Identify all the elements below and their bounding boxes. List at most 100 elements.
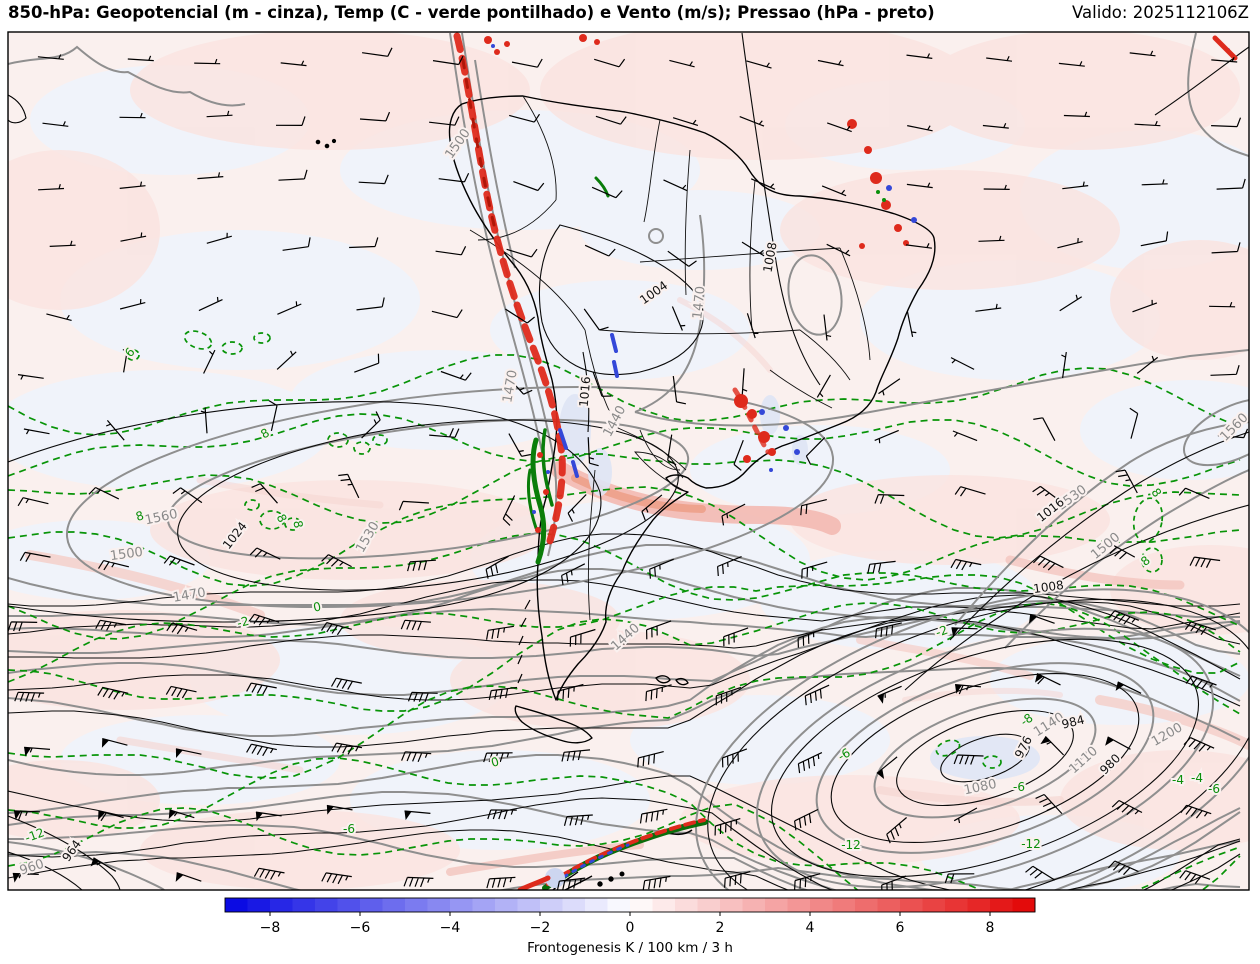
- wind-barb: [826, 243, 851, 257]
- wind-barb: [253, 867, 285, 880]
- pressure-label: 1016: [577, 376, 594, 408]
- wind-barb: [739, 116, 765, 127]
- wind-barb: [508, 433, 532, 457]
- temperature-label: -4: [1172, 773, 1184, 787]
- geopotential-contours-tropics: [8, 32, 1249, 649]
- wind-barb: [440, 370, 472, 381]
- wind-barb: [358, 174, 389, 185]
- colorbar-segment: [517, 898, 541, 912]
- wind-barb: [198, 296, 223, 312]
- wind-barb: [122, 346, 129, 373]
- wind-barb: [485, 555, 509, 579]
- colorbar-segment: [450, 898, 473, 912]
- temperature-contour: [8, 354, 1241, 436]
- wind-barb: [502, 495, 516, 526]
- colorbar-segment: [607, 898, 631, 912]
- map-frame: [7, 31, 1250, 891]
- colorbar-segment: [630, 898, 653, 912]
- wind-barb: [1180, 804, 1212, 819]
- wind-barb: [361, 411, 381, 439]
- wind-barb: [246, 682, 277, 695]
- temperature-label: -6: [343, 822, 355, 836]
- wind-barb: [321, 554, 352, 568]
- colorbar-segment: [540, 898, 563, 912]
- wind-barb: [1211, 56, 1238, 63]
- wind-barb: [569, 628, 596, 647]
- wind-barb: [878, 378, 901, 396]
- wind-barb: [1129, 50, 1156, 57]
- wind-barb: [1058, 61, 1085, 67]
- wind-barb: [1211, 242, 1241, 254]
- colorbar-segment: [742, 898, 766, 912]
- wind-barb: [435, 246, 467, 256]
- geopotential-contour: [8, 824, 1241, 890]
- wind-barb: [801, 561, 828, 579]
- wind-barb: [278, 169, 308, 181]
- pressure-contours-south: [8, 533, 1241, 890]
- wind-barb: [120, 232, 147, 242]
- wind-barb: [641, 494, 663, 521]
- wind-barb: [407, 691, 438, 703]
- wind-barb: [354, 353, 380, 373]
- wind-barb: [432, 55, 464, 66]
- colorbar-segment: [472, 898, 496, 912]
- wind-barb: [951, 627, 978, 637]
- wind-barb: [362, 47, 393, 57]
- wind-barb: [14, 691, 45, 702]
- wind-barb: [794, 873, 821, 890]
- wind-barb: [506, 248, 538, 258]
- wind-barb: [561, 749, 591, 762]
- wind-barb: [248, 613, 280, 626]
- geopotential-contour: [8, 850, 1241, 890]
- wind-barb: [563, 814, 593, 826]
- wind-barb: [717, 556, 742, 577]
- wind-barb: [750, 178, 776, 190]
- wind-barb: [567, 494, 587, 522]
- wind-barb: [746, 60, 772, 69]
- wind-barb: [663, 179, 688, 192]
- wind-barb: [583, 308, 609, 331]
- wind-barb: [1115, 469, 1138, 494]
- wind-barb: [403, 876, 434, 888]
- wind-barb: [817, 59, 844, 67]
- wind-barb: [175, 872, 202, 882]
- colorbar-tick-label: −2: [530, 920, 551, 936]
- colorbar-segment: [810, 898, 833, 912]
- wind-barb: [906, 243, 932, 249]
- geopotential-contour: [8, 607, 1241, 641]
- cutoff-low-contours: [8, 588, 1249, 890]
- colorbar-segment: [270, 898, 293, 912]
- wind-barb: [203, 349, 216, 374]
- wind-barb: [404, 810, 431, 821]
- colorbar-segment: [405, 898, 428, 912]
- geopotential-contours-south: [8, 544, 1241, 890]
- pressure-contour: [8, 594, 1241, 701]
- wind-barb: [1028, 614, 1055, 624]
- geopotential-contour: [8, 667, 1241, 776]
- wind-barb: [1178, 487, 1210, 499]
- colorbar-title: Frontogenesis K / 100 km / 3 h: [527, 940, 733, 956]
- colorbar-segment: [562, 898, 586, 912]
- temperature-label: -4: [1191, 771, 1203, 785]
- wind-barb: [175, 748, 202, 759]
- wind-barb: [1034, 673, 1061, 686]
- wind-barb: [509, 113, 541, 123]
- colorbar-segment: [945, 898, 968, 912]
- wind-barb: [23, 428, 50, 435]
- wind-barb: [1209, 301, 1236, 308]
- wind-barb: [483, 752, 513, 763]
- wind-barb: [594, 58, 626, 68]
- colorbar-segment: [585, 898, 608, 912]
- wind-barb: [331, 742, 363, 755]
- wind-barb: [8, 621, 38, 632]
- colorbar-segment: [967, 898, 991, 912]
- wind-barb: [98, 810, 124, 822]
- wind-barb: [511, 58, 543, 68]
- wind-barb: [587, 437, 599, 467]
- wind-barb: [821, 185, 847, 197]
- wind-barb: [669, 59, 695, 68]
- political-borders: [469, 95, 871, 621]
- wind-barb: [556, 877, 586, 890]
- wind-barb: [268, 400, 278, 432]
